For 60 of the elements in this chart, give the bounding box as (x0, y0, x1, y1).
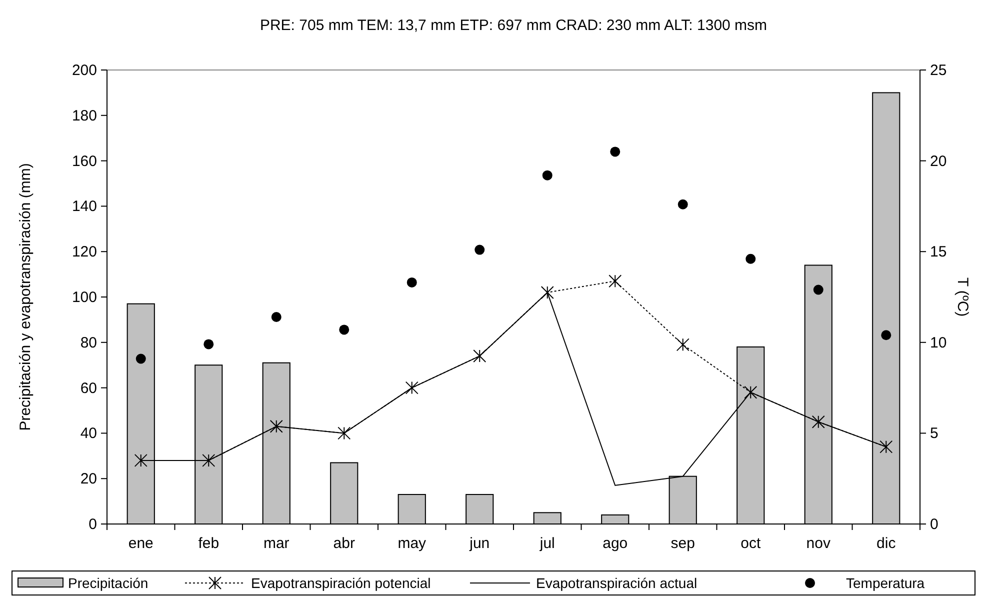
point (881, 330, 892, 340)
point (812, 415, 825, 428)
y-tick-label: 140 (72, 198, 97, 216)
y-tick-label: 40 (80, 425, 97, 442)
point (270, 420, 283, 433)
point (746, 254, 756, 264)
y2-axis-title: T (ºC) (954, 277, 971, 317)
x-tick-label: nov (806, 535, 831, 552)
point (406, 277, 417, 288)
y2-tick-label: 15 (930, 244, 947, 261)
x-tick-label: dic (876, 535, 896, 552)
point (405, 381, 418, 394)
y-tick-label: 60 (80, 380, 97, 397)
x-tick-label: ago (602, 535, 628, 552)
x-tick-label: feb (198, 535, 220, 552)
x-tick-label: abr (333, 535, 355, 552)
y-tick-label: 20 (80, 470, 97, 488)
point (202, 454, 216, 467)
y2-tick-label: 10 (930, 334, 947, 352)
legend-label: Temperatura (846, 575, 925, 591)
point (608, 274, 622, 288)
y-tick-label: 80 (80, 334, 97, 352)
point (813, 284, 824, 295)
y-tick-label: 200 (72, 62, 97, 79)
y-tick-label: 100 (72, 289, 97, 306)
chart-title: PRE: 705 mm TEM: 13,7 mm ETP: 697 mm CRAD: 230 mm ALT: 1300 msm (260, 17, 768, 34)
x-tick-label: oct (740, 535, 762, 552)
point (271, 312, 282, 322)
legend-label: Precipitación (68, 575, 148, 591)
point (610, 146, 620, 157)
x-tick-label: may (398, 535, 427, 552)
point (676, 338, 690, 352)
y2-tick-label: 25 (930, 62, 947, 79)
x-tick-label: jul (538, 535, 555, 552)
point (542, 170, 552, 180)
y-tick-label: 120 (72, 244, 97, 261)
point (136, 354, 146, 364)
point (473, 350, 486, 363)
point (134, 454, 148, 467)
x-tick-label: jun (468, 535, 490, 552)
point (338, 426, 351, 440)
y2-tick-label: 0 (930, 516, 938, 533)
x-tick-label: mar (263, 535, 290, 552)
point (678, 199, 688, 210)
point (474, 244, 485, 255)
y-axis-title: Precipitación y evapotranspiración (mm) (17, 163, 34, 431)
x-tick-label: sep (670, 535, 695, 552)
y-tick-label: 180 (72, 107, 97, 124)
point (339, 324, 350, 335)
y2-tick-label: 5 (930, 425, 938, 442)
point (540, 286, 554, 299)
point (880, 440, 893, 454)
point (204, 339, 214, 350)
y-tick-label: 0 (88, 516, 97, 533)
point (744, 386, 758, 399)
y-tick-label: 160 (72, 152, 97, 170)
legend-label: Evapotranspiración actual (536, 575, 698, 591)
legend-label: Evapotranspiración potencial (251, 575, 431, 591)
x-tick-label: ene (128, 535, 154, 552)
y2-tick-label: 20 (930, 152, 947, 170)
